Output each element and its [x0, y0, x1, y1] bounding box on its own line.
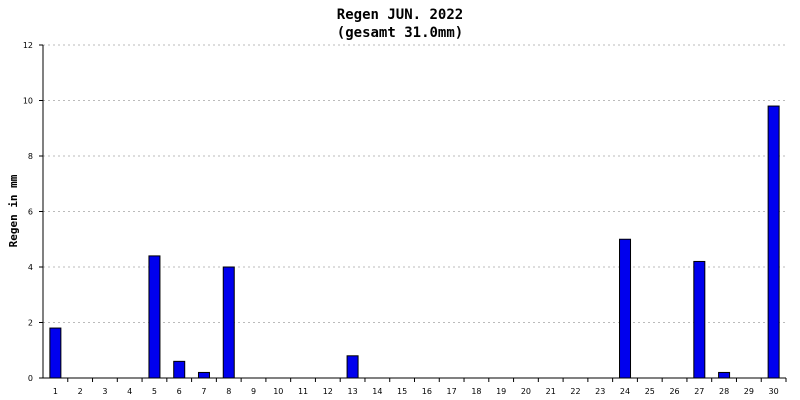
bar-day-13 — [346, 355, 359, 379]
y-tick-label: 0 — [28, 374, 33, 383]
bar-day-6 — [173, 360, 186, 379]
x-tick-label: 17 — [447, 387, 457, 396]
x-tick-label: 15 — [397, 387, 407, 396]
bar-day-1 — [49, 327, 62, 379]
grid-lines — [43, 44, 786, 323]
x-tick-label: 21 — [546, 387, 556, 396]
x-tick-label: 2 — [78, 387, 83, 396]
x-tick-label: 6 — [177, 387, 182, 396]
x-tick-label: 23 — [595, 387, 605, 396]
x-tick-label: 7 — [201, 387, 206, 396]
y-tick-label: 10 — [23, 97, 33, 106]
x-tick-label: 22 — [570, 387, 580, 396]
x-tick-label: 13 — [347, 387, 357, 396]
chart-title: Regen JUN. 2022 — [337, 7, 463, 23]
x-tick-label: 11 — [298, 387, 308, 396]
x-tick-label: 4 — [127, 387, 132, 396]
x-tick-label: 26 — [669, 387, 679, 396]
x-tick-labels: 1 2 3 4 5 6 7 8 9 10 11 12 13 14 15 16 17 18 19 20 21 22 23 24 2… — [53, 387, 779, 396]
y-axis-label: Regen in mm — [7, 174, 20, 247]
bar-day-5 — [148, 255, 161, 379]
x-tick-label: 14 — [372, 387, 382, 396]
x-tick-label: 1 — [53, 387, 58, 396]
x-tick-label: 27 — [694, 387, 704, 396]
bar-day-8 — [222, 266, 235, 379]
bar-day-28 — [718, 371, 731, 379]
x-tick-label: 18 — [471, 387, 481, 396]
x-tick-label: 25 — [645, 387, 655, 396]
bar-day-7 — [197, 371, 210, 379]
x-tick-label: 24 — [620, 387, 630, 396]
x-tick-label: 5 — [152, 387, 157, 396]
y-tick-label: 6 — [28, 208, 33, 217]
x-tick-label: 20 — [521, 387, 531, 396]
x-tick-label: 8 — [226, 387, 231, 396]
x-tick-label: 12 — [323, 387, 333, 396]
bar-day-30 — [767, 105, 780, 379]
bar-day-27 — [693, 260, 706, 379]
x-tick-label: 19 — [496, 387, 506, 396]
bar-series — [49, 105, 780, 379]
y-tick-label: 8 — [28, 152, 33, 161]
x-tick-label: 3 — [102, 387, 107, 396]
y-tick-labels: 0 2 4 6 8 10 12 — [23, 41, 33, 383]
x-tick-label: 29 — [744, 387, 754, 396]
y-tick-label: 12 — [23, 41, 33, 50]
x-tick-label: 9 — [251, 387, 256, 396]
axes — [39, 44, 787, 382]
y-tick-label: 2 — [28, 319, 33, 328]
x-tick-label: 28 — [719, 387, 729, 396]
y-tick-label: 4 — [28, 263, 33, 272]
x-tick-label: 10 — [273, 387, 283, 396]
bar-day-24 — [619, 238, 632, 379]
x-tick-label: 30 — [769, 387, 779, 396]
chart-subtitle: (gesamt 31.0mm) — [337, 25, 463, 41]
x-tick-label: 16 — [422, 387, 432, 396]
